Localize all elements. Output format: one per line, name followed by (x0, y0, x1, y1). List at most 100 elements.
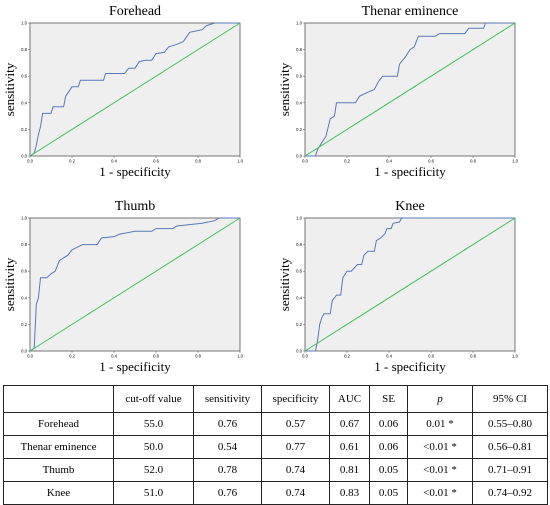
y-tick-label: 0.2 (296, 127, 302, 132)
y-tick-label: 0.0 (296, 154, 302, 159)
table-cell: 0.76 (193, 412, 262, 436)
table-cell: Forehead (3, 412, 114, 436)
y-tick-label: 1.0 (21, 21, 27, 26)
table-header-cell: AUC (329, 385, 370, 413)
y-tick-label: 0.4 (296, 295, 302, 300)
table-cell: 0.71–0.91 (472, 458, 548, 482)
x-tick-label: 0.0 (27, 354, 33, 359)
table-cell: 0.77 (261, 435, 330, 459)
y-tick-label: 0.4 (296, 100, 302, 105)
table-cell: Knee (3, 481, 114, 505)
x-tick-label: 0.6 (428, 354, 434, 359)
y-tick-label: 0.2 (296, 322, 302, 327)
table-cell: 0.57 (261, 412, 330, 436)
x-tick-label: 0.2 (344, 159, 350, 164)
x-tick-label: 0.8 (195, 159, 201, 164)
table-cell: 0.06 (369, 412, 408, 436)
roc-statistics-table: cut-off value sensitivity specificity AU… (3, 385, 548, 505)
y-tick-label: 0.6 (296, 269, 302, 274)
table-row: Thenar eminence 50.0 0.54 0.77 0.61 0.06… (3, 435, 548, 459)
x-tick-label: 1.0 (512, 354, 518, 359)
x-tick-label: 0.4 (111, 354, 117, 359)
reference-line (29, 22, 241, 157)
y-tick-label: 0.8 (21, 47, 27, 52)
table-cell: 0.56–0.81 (472, 435, 548, 459)
x-axis-label: 1 - specificity (374, 359, 446, 374)
y-axis-label: sensitivity (2, 257, 17, 311)
y-tick-label: 1.0 (21, 216, 27, 221)
x-tick-label: 0.4 (386, 354, 392, 359)
table-cell: 0.81 (329, 458, 370, 482)
table-cell: 0.78 (193, 458, 262, 482)
x-tick-label: 0.0 (302, 159, 308, 164)
x-tick-label: 0.6 (153, 159, 159, 164)
table-cell: <0.01 * (407, 458, 473, 482)
table-cell: Thumb (3, 458, 114, 482)
roc-panel-forehead: Forehead 0.0 0.2 0.4 0.6 0.8 1.0 0.0 0.2 0.4 0.6 0.… (0, 0, 270, 185)
x-tick-label: 0.0 (302, 354, 308, 359)
roc-panel-thenar-eminence: Thenar eminence 0.0 0.2 0.4 0.6 0.8 1.0 0.0 0.2 0… (275, 0, 545, 185)
table-cell: <0.01 * (407, 435, 473, 459)
x-tick-label: 0.8 (470, 159, 476, 164)
table-cell: 0.76 (193, 481, 262, 505)
y-tick-label: 0.8 (296, 242, 302, 247)
x-tick-label: 0.0 (27, 159, 33, 164)
roc-curve (305, 22, 515, 157)
reference-line (304, 22, 516, 157)
x-tick-label: 1.0 (512, 159, 518, 164)
x-tick-label: 0.2 (69, 354, 75, 359)
x-tick-label: 1.0 (237, 159, 243, 164)
x-axis-label: 1 - specificity (374, 164, 446, 179)
x-tick-label: 0.4 (111, 159, 117, 164)
table-header-cell: specificity (261, 385, 330, 413)
x-axis-label: 1 - specificity (99, 164, 171, 179)
table-row: Knee 51.0 0.76 0.74 0.83 0.05 <0.01 * 0.… (3, 481, 548, 505)
table-cell: 0.74 (261, 458, 330, 482)
table-header-row: cut-off value sensitivity specificity AU… (3, 385, 548, 413)
table-cell: 0.55–0.80 (472, 412, 548, 436)
table-cell: 0.54 (193, 435, 262, 459)
table-cell: Thenar eminence (3, 435, 114, 459)
table-cell: 0.83 (329, 481, 370, 505)
y-tick-label: 0.2 (21, 127, 27, 132)
roc-chart-thenar-eminence: Thenar eminence 0.0 0.2 0.4 0.6 0.8 1.0 0.0 0.2 0… (277, 4, 519, 179)
x-tick-label: 0.8 (470, 354, 476, 359)
x-tick-label: 0.4 (386, 159, 392, 164)
y-tick-label: 0.4 (21, 295, 27, 300)
chart-title: Forehead (109, 4, 161, 19)
table-cell: 0.74 (261, 481, 330, 505)
table-header-cell: 95% CI (472, 385, 548, 413)
x-tick-label: 0.8 (195, 354, 201, 359)
y-tick-label: 0.8 (21, 242, 27, 247)
y-tick-label: 0.2 (21, 322, 27, 327)
table-row: Thumb 52.0 0.78 0.74 0.81 0.05 <0.01 * 0… (3, 458, 548, 482)
y-axis-label: sensitivity (2, 62, 17, 116)
y-tick-label: 0.6 (296, 74, 302, 79)
table-header-cell (3, 385, 114, 413)
chart-title: Thenar eminence (362, 4, 459, 19)
table-cell: 0.05 (369, 481, 408, 505)
x-tick-label: 0.2 (69, 159, 75, 164)
roc-curve (29, 217, 240, 352)
table-header-cell: sensitivity (193, 385, 262, 413)
y-tick-label: 1.0 (296, 21, 302, 26)
table-header-cell: SE (369, 385, 408, 413)
y-tick-label: 0.0 (21, 154, 27, 159)
y-tick-label: 0.8 (296, 47, 302, 52)
y-axis-label: sensitivity (277, 62, 292, 116)
reference-line (29, 217, 241, 352)
table-cell: 50.0 (113, 435, 194, 459)
table-cell: 51.0 (113, 481, 194, 505)
chart-title: Knee (395, 199, 425, 214)
table-header-cell: p (407, 385, 473, 413)
table-cell: 55.0 (113, 412, 194, 436)
reference-line (304, 217, 516, 352)
table-header-cell: cut-off value (113, 385, 194, 413)
table-cell: 0.61 (329, 435, 370, 459)
roc-curve (29, 22, 240, 157)
roc-chart-forehead: Forehead 0.0 0.2 0.4 0.6 0.8 1.0 0.0 0.2 0.4 0.6 0.… (2, 4, 244, 179)
table-cell: 0.74–0.92 (472, 481, 548, 505)
x-tick-label: 0.6 (153, 354, 159, 359)
y-axis-label: sensitivity (277, 257, 292, 311)
x-axis-label: 1 - specificity (99, 359, 171, 374)
